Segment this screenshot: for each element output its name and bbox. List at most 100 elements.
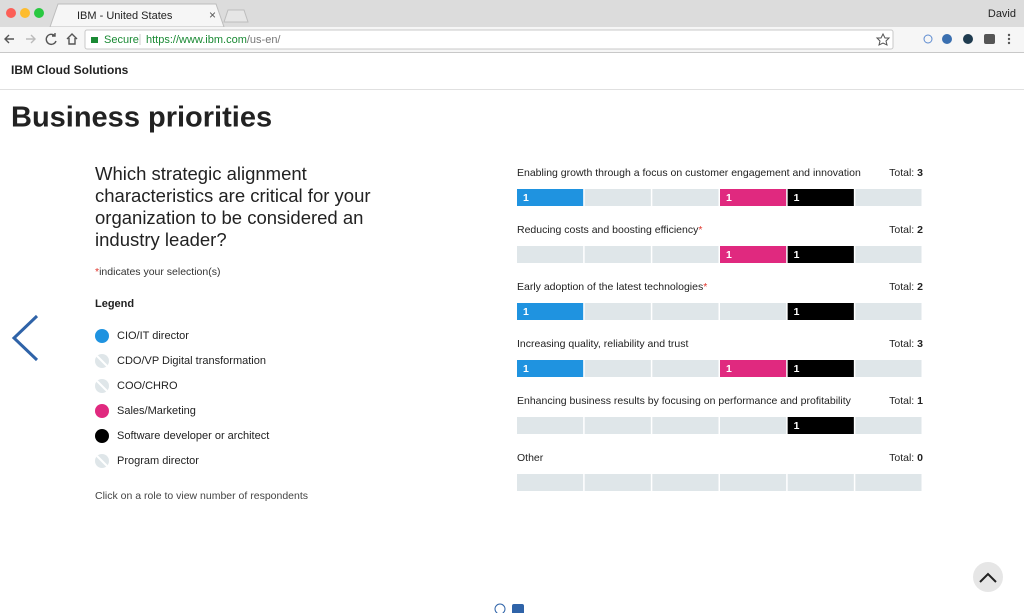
segment: [787, 246, 854, 263]
priority-text: Other: [517, 452, 544, 464]
selection-marker: *: [703, 281, 707, 293]
segment: [787, 303, 854, 320]
segment: [720, 360, 787, 377]
segment-background: [787, 474, 854, 491]
minimize-button[interactable]: [20, 8, 30, 18]
total-label: Total:: [889, 395, 914, 407]
reload-button[interactable]: [45, 33, 57, 46]
segment: [517, 360, 584, 377]
segment-background: [652, 474, 719, 491]
segment-label: 1: [794, 192, 800, 204]
legend-swatch[interactable]: [95, 429, 109, 443]
legend-swatch[interactable]: [95, 329, 109, 343]
segment-background: [855, 246, 922, 263]
page-dot-active[interactable]: [512, 604, 524, 613]
segment-label: 1: [523, 192, 529, 204]
extension-icon[interactable]: [963, 34, 973, 44]
priority-text: Increasing quality, reliability and trus…: [517, 338, 688, 350]
segment-background: [584, 474, 651, 491]
swatch-hatch: [96, 455, 108, 467]
home-button[interactable]: [66, 33, 78, 45]
extension-icon[interactable]: [984, 34, 995, 44]
segment: [787, 189, 854, 206]
segment-background: [652, 189, 719, 206]
legend-label[interactable]: CDO/VP Digital transformation: [117, 355, 266, 367]
site-brand[interactable]: IBM Cloud Solutions: [11, 63, 129, 77]
legend-label[interactable]: Software developer or architect: [117, 430, 269, 442]
segment: [517, 189, 584, 206]
segment-background: [584, 189, 651, 206]
segment-background: [720, 417, 787, 434]
legend-label[interactable]: COO/CHRO: [117, 380, 178, 392]
question: Which strategic alignment characteristic…: [95, 163, 371, 250]
swatch-hatch: [96, 380, 108, 392]
priority-total: Total: 3: [889, 167, 923, 179]
extension-icon[interactable]: [923, 34, 933, 44]
secure-label: Secure: [104, 34, 139, 46]
segment-label: 1: [726, 363, 732, 375]
priority-label: Enhancing business results by focusing o…: [517, 395, 852, 407]
back-button[interactable]: [4, 34, 14, 44]
priority-total: Total: 0: [889, 452, 923, 464]
total-value: 0: [917, 452, 923, 464]
url-host: https://www.ibm.com: [146, 34, 247, 46]
segment-background: [517, 246, 584, 263]
segment-background: [855, 303, 922, 320]
swatch-hatch: [96, 355, 108, 367]
total-value: 3: [917, 338, 923, 350]
total-label: Total:: [889, 167, 914, 179]
segment-background: [855, 189, 922, 206]
total-label: Total:: [889, 224, 914, 236]
menu-button[interactable]: [1007, 37, 1011, 41]
priority-label: Reducing costs and boosting efficiency*: [517, 224, 702, 236]
hint: Click on a role to view number of respon…: [95, 490, 308, 502]
segment-background: [720, 303, 787, 320]
selection-marker: *: [95, 266, 99, 278]
menu-button[interactable]: [1007, 41, 1011, 45]
segment: [787, 360, 854, 377]
segment: [787, 417, 854, 434]
legend-swatch[interactable]: [95, 404, 109, 418]
extension-icon[interactable]: [942, 34, 952, 44]
segment: [720, 246, 787, 263]
profile-name[interactable]: David: [988, 8, 1016, 20]
total-value: 3: [917, 167, 923, 179]
segment-background: [720, 474, 787, 491]
priority-label: Enabling growth through a focus on custo…: [517, 167, 861, 179]
legend-title: Legend: [95, 298, 134, 310]
priority-total: Total: 2: [889, 224, 923, 236]
segment: [720, 189, 787, 206]
priority-label: Increasing quality, reliability and trus…: [517, 338, 688, 350]
legend-label[interactable]: CIO/IT director: [117, 330, 189, 342]
close-button[interactable]: [6, 8, 16, 18]
segment-background: [652, 246, 719, 263]
segment-background: [584, 303, 651, 320]
segment: [517, 303, 584, 320]
address-bar[interactable]: [84, 29, 894, 50]
page-title: Business priorities: [11, 102, 272, 134]
total-label: Total:: [889, 281, 914, 293]
bookmark-star[interactable]: [875, 32, 891, 46]
back-to-top[interactable]: [973, 562, 1003, 592]
segment-label: 1: [726, 249, 732, 261]
total-value: 1: [917, 395, 923, 407]
priority-label: Other: [517, 452, 544, 464]
new-tab[interactable]: [223, 9, 249, 23]
segment-label: 1: [523, 363, 529, 375]
lock-icon: [91, 37, 98, 43]
menu-button[interactable]: [1007, 33, 1011, 37]
legend-label[interactable]: Program director: [117, 455, 199, 467]
priority-total: Total: 3: [889, 338, 923, 350]
previous-arrow[interactable]: [11, 314, 39, 362]
page-dot[interactable]: [494, 603, 506, 613]
total-value: 2: [917, 281, 923, 293]
forward-button[interactable]: [26, 34, 36, 44]
legend-label[interactable]: Sales/Marketing: [117, 405, 196, 417]
tab-close[interactable]: ×: [209, 8, 216, 22]
priority-text: Enabling growth through a focus on custo…: [517, 167, 861, 179]
maximize-button[interactable]: [34, 8, 44, 18]
tab-title: IBM - United States: [77, 10, 173, 22]
segment-background: [652, 360, 719, 377]
segment-background: [584, 246, 651, 263]
